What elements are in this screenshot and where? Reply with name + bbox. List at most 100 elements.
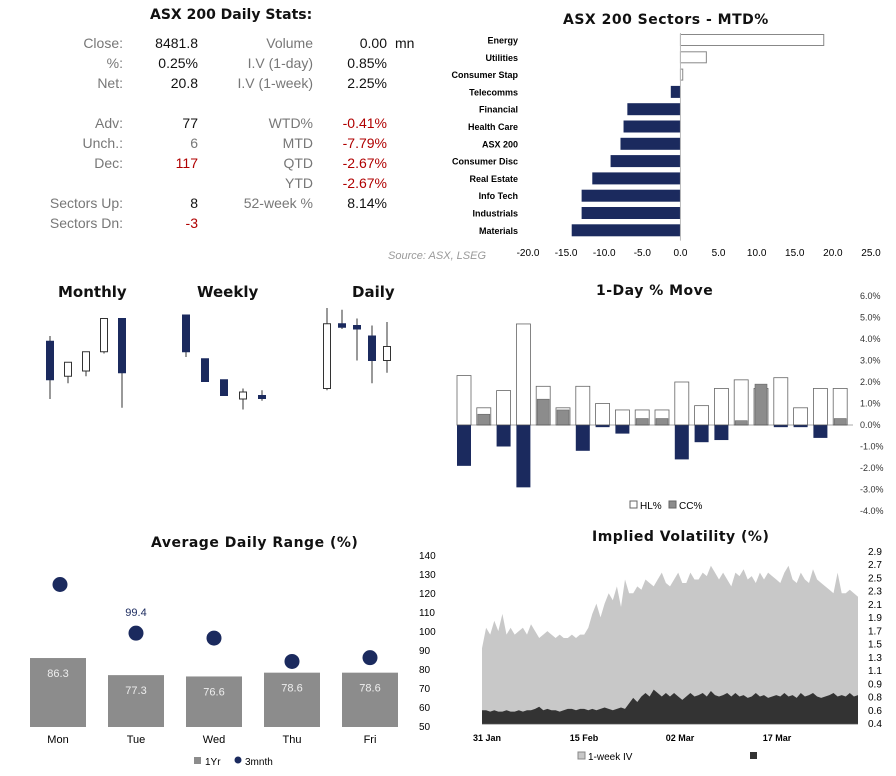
stat-value: -2.67% <box>342 155 387 171</box>
adr-bar <box>264 672 320 727</box>
candle-body <box>368 335 376 361</box>
x-tick-label: -10.0 <box>593 248 616 259</box>
adr-bar <box>342 672 398 727</box>
stat-label: Net: <box>97 75 123 91</box>
y-tick-label: 5.0% <box>860 313 881 323</box>
sector-label: Consumer Stap <box>451 70 518 80</box>
sectors-chart-title: ASX 200 Sectors - MTD% <box>563 12 769 28</box>
candle-body <box>323 323 331 389</box>
x-tick-label: -15.0 <box>555 248 578 259</box>
stat-label: YTD <box>285 175 313 191</box>
stat-value: 8 <box>190 195 198 211</box>
sector-label: Financial <box>479 105 518 115</box>
legend-swatch-1week <box>577 751 586 760</box>
x-tick-label: 0.0 <box>673 248 687 259</box>
y-tick-label: 100 <box>419 627 436 638</box>
adr-category-label: Fri <box>364 734 377 746</box>
y-tick-label: -2.0% <box>860 463 884 473</box>
x-tick-label: 15 Feb <box>570 733 599 743</box>
candle-body <box>100 318 108 353</box>
stat-label: MTD <box>282 135 313 151</box>
sector-label: Utilities <box>485 53 518 63</box>
candle-body <box>353 325 361 330</box>
adr-category-label: Tue <box>127 734 146 746</box>
cc-bar <box>793 425 808 428</box>
y-tick-label: 2.9 <box>868 547 882 558</box>
y-tick-label: 2.5 <box>868 573 882 584</box>
y-tick-label: 0.6 <box>868 706 882 717</box>
legend-label-1yr: 1Yr <box>205 757 221 768</box>
stat-unit: mn <box>395 35 415 51</box>
y-tick-label: 110 <box>419 608 435 619</box>
stat-value: -2.67% <box>342 175 387 191</box>
adr-dot-label: 99.4 <box>125 607 146 619</box>
candle-body <box>118 318 126 374</box>
y-tick-label: 0.8 <box>868 693 882 704</box>
legend-swatch-1yr <box>194 757 201 764</box>
legend-label-hl: HL% <box>640 501 662 512</box>
y-tick-label: 2.1 <box>868 600 882 611</box>
stat-value: 0.25% <box>158 55 198 71</box>
cc-bar <box>595 425 610 428</box>
x-tick-label: 25.0 <box>861 248 881 259</box>
stat-label: 52-week % <box>243 195 313 211</box>
candle-body <box>182 314 190 353</box>
stat-value: 20.8 <box>170 75 198 91</box>
adr-3mnth-dot <box>52 577 68 592</box>
candle-body <box>220 379 228 396</box>
sector-label: Industrials <box>472 209 518 219</box>
x-tick-label: 10.0 <box>747 248 767 259</box>
y-tick-label: 80 <box>419 665 431 676</box>
stat-value: 117 <box>175 155 198 171</box>
x-tick-label: 02 Mar <box>666 733 695 743</box>
y-tick-label: 0.4 <box>868 719 882 730</box>
daily-title: Daily <box>352 283 395 301</box>
legend-swatch-3mnth <box>234 756 242 764</box>
y-tick-label: -3.0% <box>860 485 884 495</box>
sector-label: Consumer Disc <box>452 157 518 167</box>
candle-body <box>201 358 209 382</box>
legend-label-cc: CC% <box>679 501 702 512</box>
stat-value: -0.41% <box>342 115 387 131</box>
stat-label: Unch.: <box>82 135 123 151</box>
cc-bar <box>575 425 590 451</box>
candle-body <box>383 346 391 361</box>
y-tick-label: 1.1 <box>868 666 882 677</box>
candle-body <box>46 340 54 381</box>
x-tick-label: -20.0 <box>517 248 540 259</box>
stats-title: ASX 200 Daily Stats: <box>150 7 313 23</box>
cc-bar <box>773 425 788 428</box>
stat-label: Volume <box>266 35 313 51</box>
stat-value: -7.79% <box>342 135 387 151</box>
candle-body <box>258 395 266 399</box>
iv-chart-title: Implied Volatility (%) <box>592 529 770 545</box>
legend-label-3mnth: 3mnth <box>245 757 273 768</box>
stat-label: Close: <box>83 35 123 51</box>
source-note: Source: ASX, LSEG <box>388 250 487 262</box>
cc-bar <box>813 425 828 438</box>
stat-value: -3 <box>185 215 198 231</box>
cc-bar <box>714 425 729 441</box>
cc-bar <box>496 425 511 447</box>
x-tick-label: 15.0 <box>785 248 805 259</box>
stat-value: 0.85% <box>347 55 387 71</box>
x-tick-label: -5.0 <box>634 248 652 259</box>
adr-bar-label: 78.6 <box>281 683 302 695</box>
sectors-bar-chart: Energy Utilities Consumer Stap Telecomms Fin… <box>451 33 881 259</box>
iv-1week-area <box>482 565 858 724</box>
stat-value: 8481.8 <box>155 35 198 51</box>
legend-label-1week: 1-week IV <box>588 752 633 763</box>
adr-bar-label: 76.6 <box>203 686 224 698</box>
weekly-title: Weekly <box>197 283 259 301</box>
adr-3mnth-dot <box>128 625 144 641</box>
candle-body <box>338 323 346 328</box>
y-tick-label: 4.0% <box>860 334 881 344</box>
x-tick-label: 20.0 <box>823 248 843 259</box>
stat-label: %: <box>106 55 123 71</box>
x-tick-label: 5.0 <box>712 248 726 259</box>
adr-bar-label: 77.3 <box>125 685 146 697</box>
adr-category-label: Wed <box>203 734 225 746</box>
candlestick-charts <box>46 308 391 410</box>
y-tick-label: 130 <box>419 570 436 581</box>
y-tick-label: 0.0% <box>860 420 881 430</box>
